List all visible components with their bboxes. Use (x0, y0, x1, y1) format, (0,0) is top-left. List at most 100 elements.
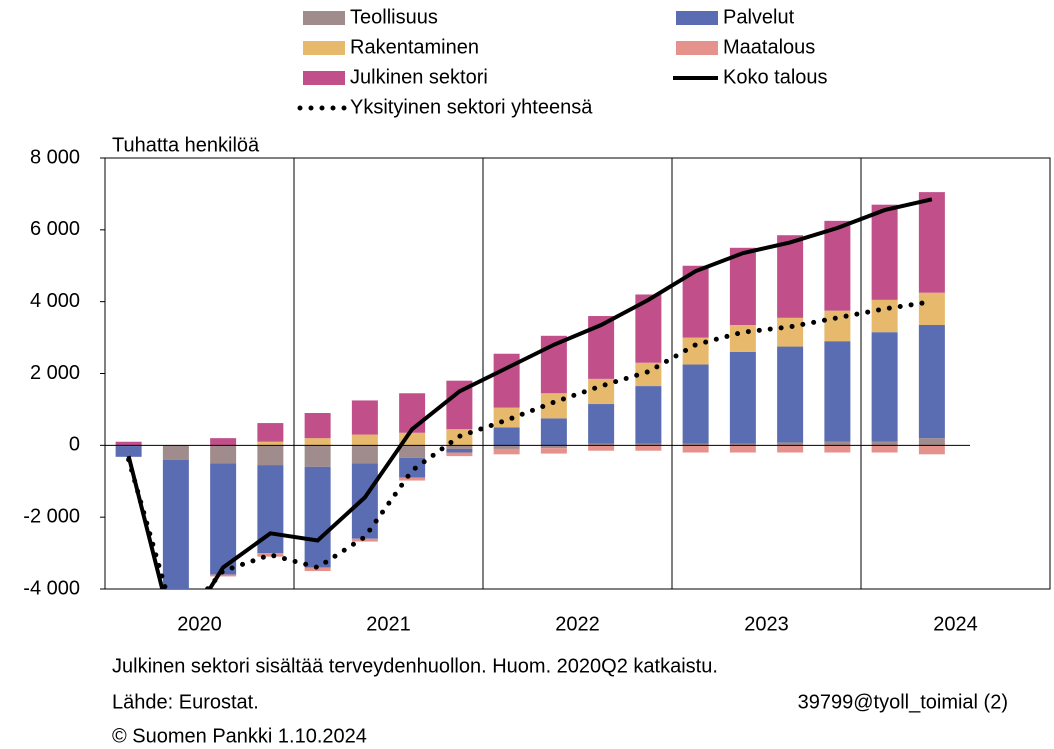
y-tick-label: -2 000 (23, 505, 80, 527)
plot-frame (104, 157, 1051, 590)
bar-segment (210, 574, 237, 577)
bar-segment (493, 427, 520, 446)
bar-segment (729, 443, 756, 446)
legend-label: Maatalous (723, 36, 815, 58)
bar-segment (777, 346, 804, 443)
legend-label: Teollisuus (350, 6, 438, 28)
bar-segment (918, 438, 945, 446)
bar-segment (304, 466, 331, 568)
x-tick-label: 2021 (366, 613, 411, 635)
legend-label: Julkinen sektori (350, 66, 488, 88)
y-tick-label: 2 000 (30, 362, 80, 384)
bar-segment (729, 351, 756, 444)
bar-segment (399, 457, 426, 478)
legend-label: Palvelut (723, 6, 795, 28)
bar-segment (635, 386, 662, 444)
source: Lähde: Eurostat. (112, 691, 259, 713)
y-axis-label: Tuhatta henkilöä (112, 134, 260, 156)
bar-segment (399, 445, 426, 458)
bar-segment (446, 452, 473, 457)
line-series (126, 299, 935, 589)
bar-segment (635, 362, 662, 387)
bar-segment (493, 445, 520, 449)
bar-segment (588, 443, 615, 446)
footnote: Julkinen sektori sisältää terveydenhuoll… (112, 655, 718, 677)
bar-segment (493, 407, 520, 428)
bar-segment (824, 441, 851, 446)
bar-segment (162, 459, 189, 589)
bar-segment (871, 204, 898, 300)
bar-segment (777, 317, 804, 347)
bar-segment (918, 192, 945, 293)
bar-segment (871, 332, 898, 442)
legend-label: Koko talous (723, 66, 828, 88)
bar-segment (351, 434, 378, 446)
bar-segment (210, 463, 237, 575)
bar-segment (871, 445, 898, 453)
y-tick-label: -4 000 (23, 577, 80, 599)
bar-segment (257, 553, 284, 557)
bar-segment (777, 235, 804, 318)
bar-segment (257, 441, 284, 446)
bar-segment (351, 538, 378, 542)
bar-segment (304, 445, 331, 467)
bar-segment (824, 220, 851, 311)
x-tick-label: 2022 (555, 613, 600, 635)
bar-segment (824, 341, 851, 442)
copyright: © Suomen Pankki 1.10.2024 (112, 725, 367, 747)
bar-segment (351, 445, 378, 464)
bar-segment (399, 393, 426, 433)
bar-segment (682, 364, 709, 444)
bar-segment (871, 299, 898, 333)
legend-label: Rakentaminen (350, 36, 479, 58)
bar-segment (777, 442, 804, 446)
bar-segment (635, 445, 662, 451)
x-tick-label: 2024 (933, 613, 978, 635)
bar-segment (257, 445, 284, 466)
plot-area (115, 192, 945, 589)
bar-segment (682, 443, 709, 446)
bar-segment (115, 441, 142, 446)
legend-swatch (303, 11, 345, 25)
bar-segment (115, 446, 142, 457)
bar-segment (588, 404, 615, 444)
legend-swatch (303, 71, 345, 85)
bar-segment (824, 445, 851, 453)
bar-segment (540, 448, 567, 454)
bar-segment (446, 448, 473, 453)
bar-segment (351, 463, 378, 539)
bar-segment (210, 438, 237, 446)
bar-segment (918, 445, 945, 455)
line-series (126, 197, 933, 589)
y-tick-label: 8 000 (30, 146, 80, 168)
bar-segment (729, 247, 756, 326)
x-tick-label: 2023 (744, 613, 789, 635)
bar-segment (493, 448, 520, 455)
bar-segment (918, 325, 945, 439)
legend-swatch (676, 41, 718, 55)
code: 39799@tyoll_toimial (2) (798, 691, 1008, 713)
bar-segment (399, 477, 426, 481)
bar-segment (588, 378, 615, 405)
bar-segment (729, 445, 756, 453)
bar-segment (918, 292, 945, 326)
bar-segment (871, 441, 898, 446)
bar-segment (635, 443, 662, 446)
x-tick-label: 2020 (177, 613, 222, 635)
bar-segment (588, 445, 615, 451)
y-tick-label: 0 (69, 434, 80, 456)
bar-segment (162, 445, 189, 460)
bar-segment (777, 445, 804, 453)
legend-swatch (303, 41, 345, 55)
bar-segment (540, 445, 567, 449)
bar-segment (682, 445, 709, 453)
bar-segment (210, 445, 237, 464)
y-tick-label: 6 000 (30, 218, 80, 240)
bar-segment (540, 418, 567, 446)
bar-segment (446, 445, 473, 449)
legend-swatch (676, 11, 718, 25)
bar-segment (351, 400, 378, 435)
bar-segment (257, 423, 284, 442)
bar-segment (304, 413, 331, 439)
